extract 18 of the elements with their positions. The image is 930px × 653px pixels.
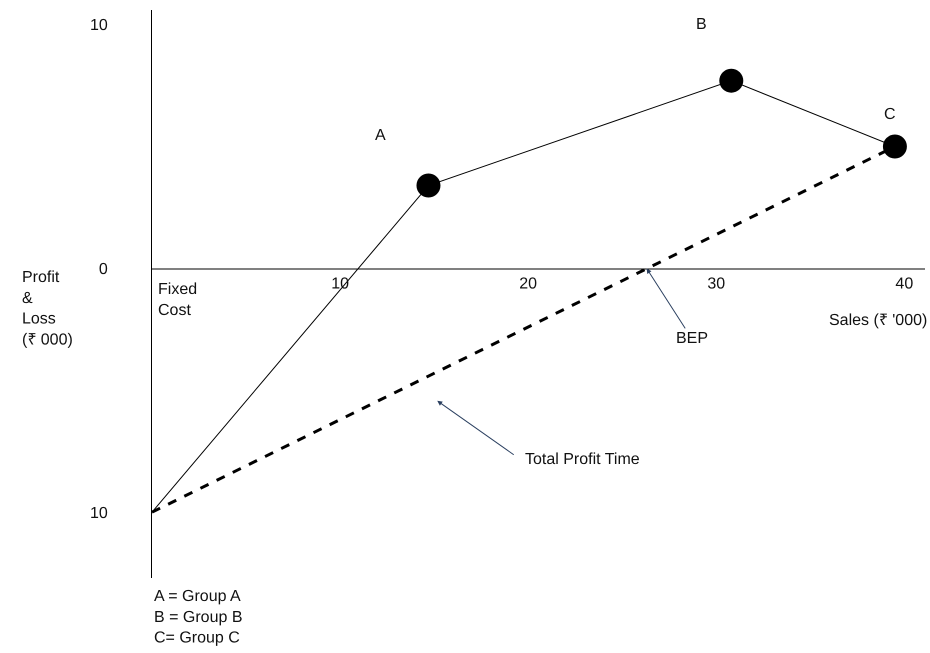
y-tick-label: 10 [90,17,108,34]
point [416,174,440,198]
text: A = Group A B = Group B C= Group C [154,588,242,647]
point [882,134,907,159]
x-tick-label: 30 [707,276,726,293]
x-tick-label: 40 [895,276,914,293]
annotation: A [375,127,386,144]
annotation: C [884,106,896,123]
point [719,68,744,93]
annotation: Fixed Cost [158,281,198,319]
y-axis-title: Profit & Loss (₹ 000) [22,269,73,348]
annotation: Total Profit Time [525,451,640,468]
x-tick-label: 20 [519,276,538,293]
annotation: BEP [676,330,708,347]
x-axis-title: Sales (₹ '000) [829,312,928,329]
y-tick-label: 10 [90,504,108,522]
y-tick-label: 0 [98,261,108,278]
annotation: B [696,16,707,33]
